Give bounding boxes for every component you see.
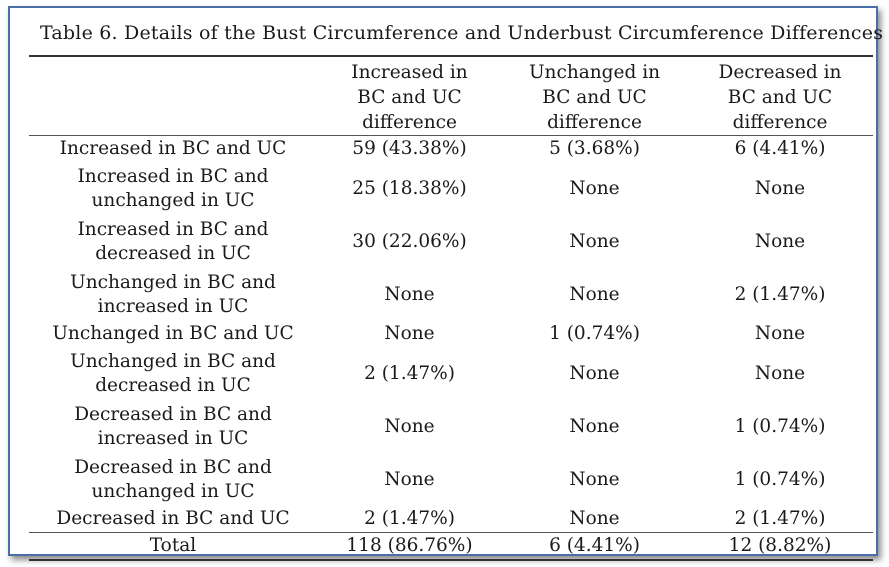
cell-unchanged: None	[569, 415, 620, 437]
table-row: Increased in BC and UC 59 (43.38%) 5 (3.…	[29, 136, 873, 163]
row-label: Decreased in BC and increased in UC	[29, 400, 317, 453]
table-frame: Table 6. Details of the Bust Circumferen…	[8, 6, 883, 561]
cell-increased: None	[384, 468, 435, 490]
header-increased: Increased in BC and UC difference	[317, 55, 502, 136]
row-label-line: decreased in UC	[95, 374, 251, 396]
cell-unchanged: None	[569, 508, 620, 529]
table-title: Table 6. Details of the Bust Circumferen…	[40, 22, 884, 44]
row-label: Increased in BC and unchanged in UC	[29, 162, 317, 215]
cell-decreased: None	[754, 177, 806, 199]
cell-increased: 2 (1.47%)	[364, 362, 455, 384]
cell-decreased: None	[754, 362, 806, 384]
header-line: difference	[362, 112, 457, 133]
cell-unchanged: None	[569, 468, 620, 490]
cell-decreased: 2 (1.47%)	[734, 508, 826, 529]
cell-decreased: None	[754, 323, 806, 344]
cell-increased: None	[384, 415, 435, 437]
header-line: BC and UC	[542, 87, 647, 108]
row-label-line: increased in UC	[97, 295, 249, 317]
row-label-line: Decreased in BC and	[74, 456, 272, 478]
row-label-line: Unchanged in BC and UC	[52, 323, 294, 344]
cell-unchanged: None	[569, 283, 620, 305]
cell-increased: 25 (18.38%)	[352, 177, 467, 199]
cell-decreased: 6 (4.41%)	[734, 138, 826, 159]
header-line: difference	[732, 112, 828, 133]
cell-increased: None	[384, 283, 435, 305]
header-line: Decreased in	[718, 62, 842, 83]
header-line: BC and UC	[727, 87, 833, 108]
header-row: Increased in BC and UC difference Unchan…	[29, 55, 873, 136]
cell-unchanged: None	[569, 362, 620, 384]
cell-increased: 30 (22.06%)	[352, 230, 467, 252]
total-decreased: 12 (8.82%)	[687, 532, 873, 561]
cell-unchanged: None	[569, 230, 620, 252]
cell-decreased: 1 (0.74%)	[734, 468, 826, 490]
table-row: Unchanged in BC and increased in UC None…	[29, 268, 873, 321]
row-label-line: Increased in BC and UC	[59, 138, 287, 159]
row-label-line: Decreased in BC and	[74, 403, 272, 425]
table-row: Decreased in BC and unchanged in UC None…	[29, 453, 873, 506]
row-label: Unchanged in BC and decreased in UC	[29, 347, 317, 400]
row-label: Unchanged in BC and increased in UC	[29, 268, 317, 321]
cell-decreased: 2 (1.47%)	[734, 283, 826, 305]
table-row: Unchanged in BC and decreased in UC 2 (1…	[29, 347, 873, 400]
header-unchanged: Unchanged in BC and UC difference	[502, 55, 687, 136]
row-label-line: unchanged in UC	[91, 480, 255, 502]
row-label-line: Increased in BC and	[77, 165, 269, 187]
header-line: BC and UC	[357, 87, 462, 108]
total-row: Total 118 (86.76%) 6 (4.41%) 12 (8.82%)	[29, 532, 873, 561]
cell-increased: 59 (43.38%)	[352, 138, 467, 159]
header-empty-cell	[29, 55, 317, 136]
table-row: Decreased in BC and increased in UC None…	[29, 400, 873, 453]
bc-uc-differences-table: Increased in BC and UC difference Unchan…	[29, 55, 873, 561]
row-label: Increased in BC and UC	[29, 136, 317, 163]
header-line: Increased in	[351, 62, 468, 83]
header-decreased: Decreased in BC and UC difference	[687, 55, 873, 136]
total-increased: 118 (86.76%)	[317, 532, 502, 561]
table-row: Increased in BC and decreased in UC 30 (…	[29, 215, 873, 268]
row-label-line: decreased in UC	[95, 242, 251, 264]
row-label-line: Decreased in BC and UC	[56, 508, 290, 529]
table-row: Decreased in BC and UC 2 (1.47%) None 2 …	[29, 506, 873, 533]
row-label: Increased in BC and decreased in UC	[29, 215, 317, 268]
cell-unchanged: 1 (0.74%)	[549, 323, 640, 344]
table-row: Increased in BC and unchanged in UC 25 (…	[29, 162, 873, 215]
cell-decreased: None	[754, 230, 806, 252]
table-row: Unchanged in BC and UC None 1 (0.74%) No…	[29, 321, 873, 347]
row-label-line: Unchanged in BC and	[70, 271, 276, 293]
row-label-line: increased in UC	[97, 427, 249, 449]
row-label-line: Increased in BC and	[77, 218, 269, 240]
row-label-line: unchanged in UC	[91, 189, 255, 211]
total-unchanged: 6 (4.41%)	[502, 532, 687, 561]
row-label: Decreased in BC and unchanged in UC	[29, 453, 317, 506]
row-label: Decreased in BC and UC	[29, 506, 317, 533]
header-line: Unchanged in	[528, 62, 661, 83]
cell-decreased: 1 (0.74%)	[734, 415, 826, 437]
header-line: difference	[547, 112, 642, 133]
row-label-line: Unchanged in BC and	[70, 350, 276, 372]
total-label: Total	[29, 532, 317, 561]
cell-unchanged: 5 (3.68%)	[549, 138, 640, 159]
row-label: Unchanged in BC and UC	[29, 321, 317, 347]
cell-unchanged: None	[569, 177, 620, 199]
cell-increased: None	[384, 323, 435, 344]
cell-increased: 2 (1.47%)	[364, 508, 455, 529]
